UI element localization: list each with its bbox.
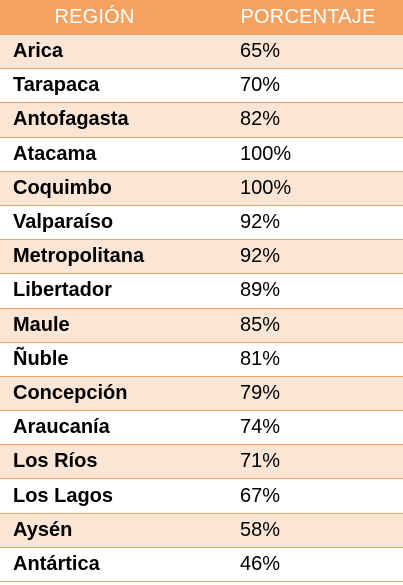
percentage-cell: 82% bbox=[227, 102, 403, 138]
region-cell: Los Lagos bbox=[0, 478, 227, 514]
region-cell: Libertador bbox=[0, 273, 227, 308]
table-body: Arica 65% Tarapaca 70% Antofagasta 82% Atacama… bbox=[0, 33, 403, 583]
table-row: Tarapaca 70% bbox=[0, 68, 403, 103]
table-header-row: REGIÓN PORCENTAJE bbox=[0, 0, 403, 35]
region-cell: Tarapaca bbox=[0, 68, 227, 103]
region-cell: Ñuble bbox=[0, 341, 227, 377]
region-cell: Coquimbo bbox=[0, 170, 227, 206]
table-row: Valparaíso 92% bbox=[0, 204, 403, 240]
table-row: Metropolitana 92% bbox=[0, 239, 403, 274]
table-row: Araucanía 74% bbox=[0, 410, 403, 445]
table-row: Los Lagos 67% bbox=[0, 478, 403, 514]
region-cell: Araucanía bbox=[0, 410, 227, 445]
percentage-cell: 85% bbox=[227, 307, 403, 343]
percentage-cell: 74% bbox=[227, 410, 403, 445]
column-header-region: REGIÓN bbox=[0, 0, 227, 35]
percentage-cell: 81% bbox=[227, 341, 403, 377]
table-row: Atacama 100% bbox=[0, 136, 403, 172]
percentage-cell: 58% bbox=[227, 512, 403, 548]
region-cell: Maule bbox=[0, 307, 227, 343]
table-header: REGIÓN PORCENTAJE bbox=[0, 0, 403, 35]
percentage-cell: 100% bbox=[227, 136, 403, 172]
percentage-cell: 67% bbox=[227, 478, 403, 514]
region-cell: Aysén bbox=[0, 512, 227, 548]
percentage-cell: 71% bbox=[227, 444, 403, 479]
region-cell: Los Ríos bbox=[0, 444, 227, 479]
percentage-cell: 79% bbox=[227, 375, 403, 411]
table-row: Maule 85% bbox=[0, 307, 403, 343]
table-row: Libertador 89% bbox=[0, 273, 403, 308]
percentage-cell: 46% bbox=[227, 546, 403, 583]
table-row: Aysén 58% bbox=[0, 512, 403, 548]
region-cell: Arica bbox=[0, 33, 227, 69]
region-cell: Concepción bbox=[0, 375, 227, 411]
table-row: Concepción 79% bbox=[0, 375, 403, 411]
percentage-cell: 92% bbox=[227, 239, 403, 274]
column-header-percentage: PORCENTAJE bbox=[227, 0, 403, 35]
percentage-cell: 92% bbox=[227, 204, 403, 240]
percentage-cell: 65% bbox=[227, 33, 403, 69]
region-cell: Atacama bbox=[0, 136, 227, 172]
table-row: Antofagasta 82% bbox=[0, 102, 403, 138]
table-row: Arica 65% bbox=[0, 33, 403, 69]
region-cell: Metropolitana bbox=[0, 239, 227, 274]
percentage-cell: 89% bbox=[227, 273, 403, 308]
table-row: Antártica 46% bbox=[0, 546, 403, 583]
region-cell: Antofagasta bbox=[0, 102, 227, 138]
percentage-cell: 70% bbox=[227, 68, 403, 103]
table-row: Los Ríos 71% bbox=[0, 444, 403, 479]
region-cell: Antártica bbox=[0, 546, 227, 583]
region-cell: Valparaíso bbox=[0, 204, 227, 240]
table-row: Coquimbo 100% bbox=[0, 170, 403, 206]
percentage-cell: 100% bbox=[227, 170, 403, 206]
table-row: Ñuble 81% bbox=[0, 341, 403, 377]
